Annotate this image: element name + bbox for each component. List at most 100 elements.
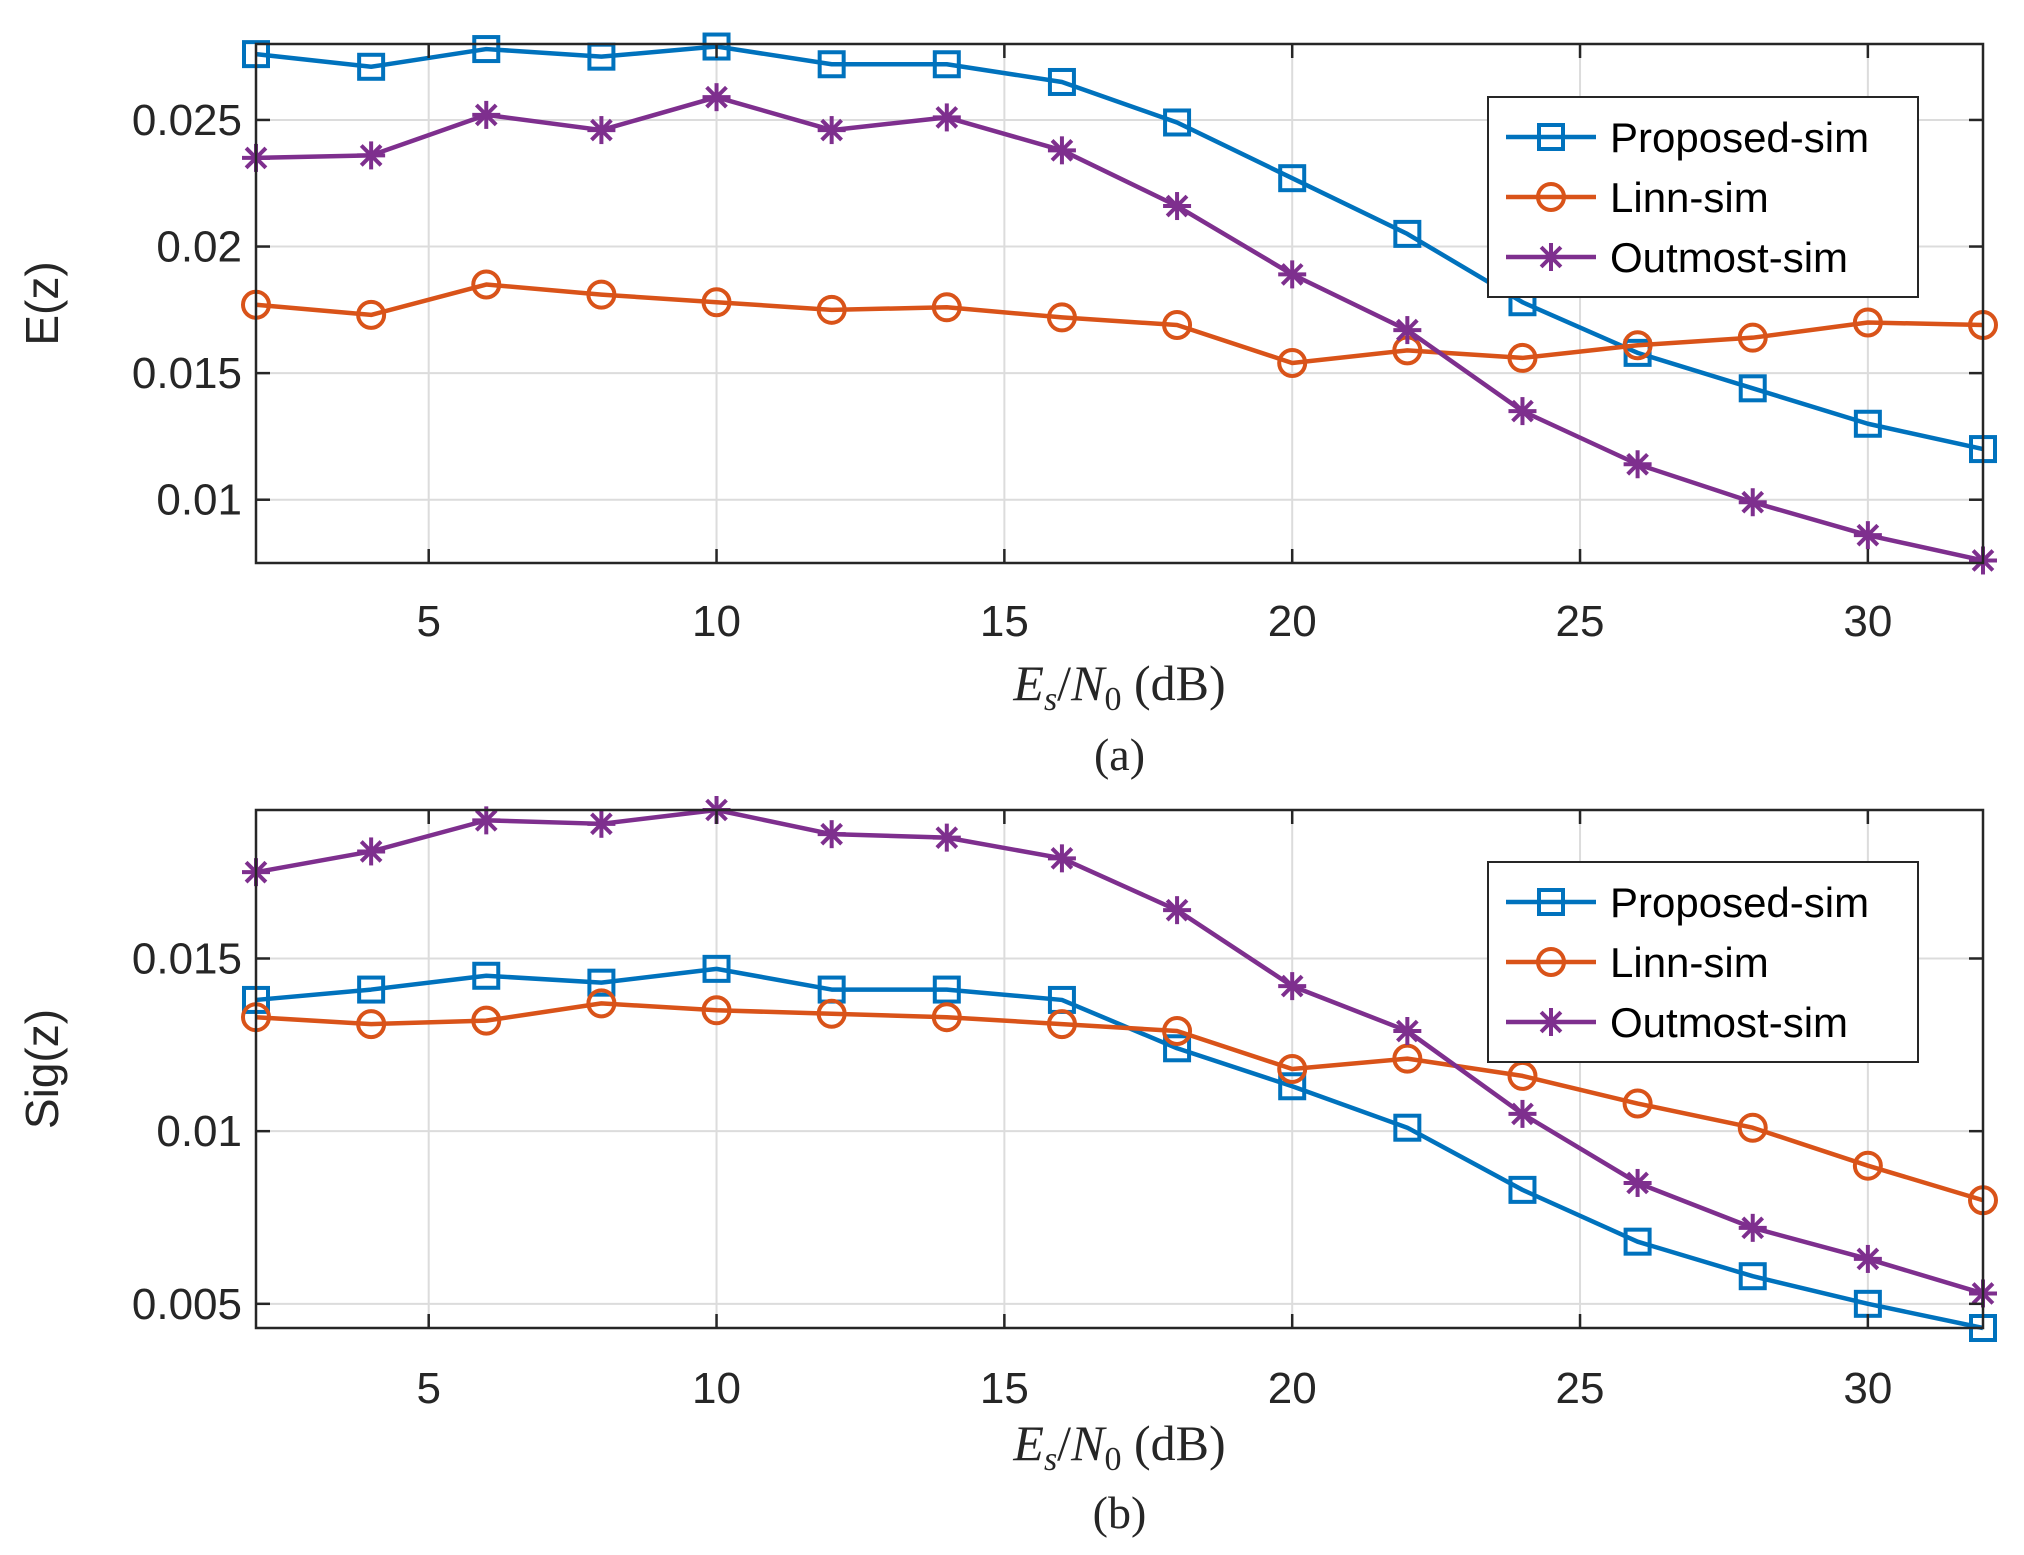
data-point (816, 294, 847, 325)
data-point (1277, 347, 1308, 378)
x-tick-label: 30 (1843, 1364, 1892, 1413)
data-point (701, 287, 732, 318)
legend-marker (1537, 243, 1565, 271)
legend: Proposed-sim Linn-sim Outmost-sim (1487, 861, 1919, 1063)
data-point (1393, 219, 1422, 248)
data-point (1163, 108, 1192, 137)
legend-label: Linn-sim (1610, 939, 1769, 986)
data-point (357, 837, 386, 866)
data-point (356, 1009, 387, 1040)
data-point (1853, 1244, 1882, 1273)
data-point (1738, 1262, 1767, 1291)
series-line-outmost-sim (255, 807, 1984, 1296)
series-line-outmost-sim (255, 94, 1984, 563)
data-point (1853, 409, 1882, 438)
panel-caption: (b) (1093, 1487, 1147, 1538)
data-point (816, 998, 847, 1029)
series-linn-sim (241, 988, 1998, 1216)
data-point (702, 83, 731, 112)
data-point (1163, 192, 1192, 221)
legend-marker (1537, 1008, 1565, 1036)
legend-item-proposed-sim: Proposed-sim (1506, 879, 1869, 926)
data-point (587, 809, 616, 838)
legend-label: Proposed-sim (1610, 114, 1869, 161)
data-point (1162, 1016, 1193, 1047)
data-point (1393, 316, 1422, 345)
x-tick-label: 25 (1556, 1364, 1605, 1413)
data-point (1853, 521, 1882, 550)
data-point (1278, 972, 1307, 1001)
series-line-linn-sim (255, 1001, 1984, 1203)
data-point (1737, 1112, 1768, 1143)
data-point (1046, 1009, 1077, 1040)
data-point (587, 968, 616, 997)
x-tick-label: 10 (692, 597, 741, 646)
data-point (1392, 1043, 1423, 1074)
data-point (1737, 322, 1768, 353)
y-tick-label: 0.015 (132, 349, 242, 398)
data-point (472, 35, 501, 64)
legend-marker (1537, 123, 1565, 151)
y-axis-label: Sig(z) (16, 1009, 68, 1129)
x-tick-label: 15 (980, 597, 1029, 646)
data-point (1278, 1072, 1307, 1101)
panel-a-energy-chart: 5 10 15 20 25 30 0.01 0.015 0.02 0.025 Es/N0 (dB) E… (16, 32, 1998, 780)
series-line-linn-sim (255, 282, 1984, 366)
axes-box (254, 808, 1985, 1330)
x-axis-label: Es/N0 (dB) (1012, 1415, 1225, 1478)
data-point (1738, 488, 1767, 517)
axes-box (254, 42, 1985, 565)
data-point (701, 995, 732, 1026)
x-tick-label: 15 (980, 1364, 1029, 1413)
x-tick-label: 10 (692, 1364, 741, 1413)
data-point (1508, 1175, 1537, 1204)
data-point (1508, 1099, 1537, 1128)
x-tick-label: 20 (1268, 1364, 1317, 1413)
legend-label: Outmost-sim (1610, 234, 1848, 281)
data-point (932, 823, 961, 852)
data-point (931, 292, 962, 323)
data-point (356, 299, 387, 330)
data-point (1623, 1227, 1652, 1256)
data-point (1047, 844, 1076, 873)
legend-item-linn-sim: Linn-sim (1506, 174, 1769, 221)
legend-item-proposed-sim: Proposed-sim (1506, 114, 1869, 161)
data-point (1852, 307, 1883, 338)
panel-b-sigma-chart: 5 10 15 20 25 30 0.005 0.01 0.015 Es/N0 (dB) Sig(z… (16, 796, 1998, 1538)
legend-label: Outmost-sim (1610, 999, 1848, 1046)
data-point (1047, 67, 1076, 96)
data-point (932, 50, 961, 79)
data-point (471, 269, 502, 300)
data-point (1852, 1150, 1883, 1181)
data-point (817, 116, 846, 145)
data-point (472, 100, 501, 129)
data-point (932, 103, 961, 132)
legend-label: Proposed-sim (1610, 879, 1869, 926)
data-point (702, 32, 731, 61)
series-proposed-sim (242, 954, 1997, 1342)
data-point (1046, 302, 1077, 333)
data-point (702, 954, 731, 983)
data-point (1507, 342, 1538, 373)
legend-item-linn-sim: Linn-sim (1506, 939, 1769, 986)
series-line-proposed-sim (255, 966, 1984, 1331)
data-point (471, 1005, 502, 1036)
y-axis-label: E(z) (16, 261, 68, 345)
data-point (1508, 397, 1537, 426)
legend-marker (1537, 888, 1565, 916)
legend-marker (1536, 182, 1566, 212)
legend-label: Linn-sim (1610, 174, 1769, 221)
data-point (932, 975, 961, 1004)
y-tick-label: 0.02 (156, 223, 242, 272)
data-point (1163, 1034, 1192, 1063)
data-point (817, 50, 846, 79)
x-tick-label: 5 (416, 597, 440, 646)
data-point (1393, 1017, 1422, 1046)
x-tick-label: 20 (1268, 597, 1317, 646)
data-point (586, 988, 617, 1019)
data-point (1393, 1113, 1422, 1142)
data-point (1622, 330, 1653, 361)
series-line-proposed-sim (255, 44, 1984, 452)
x-tick-label: 25 (1556, 597, 1605, 646)
